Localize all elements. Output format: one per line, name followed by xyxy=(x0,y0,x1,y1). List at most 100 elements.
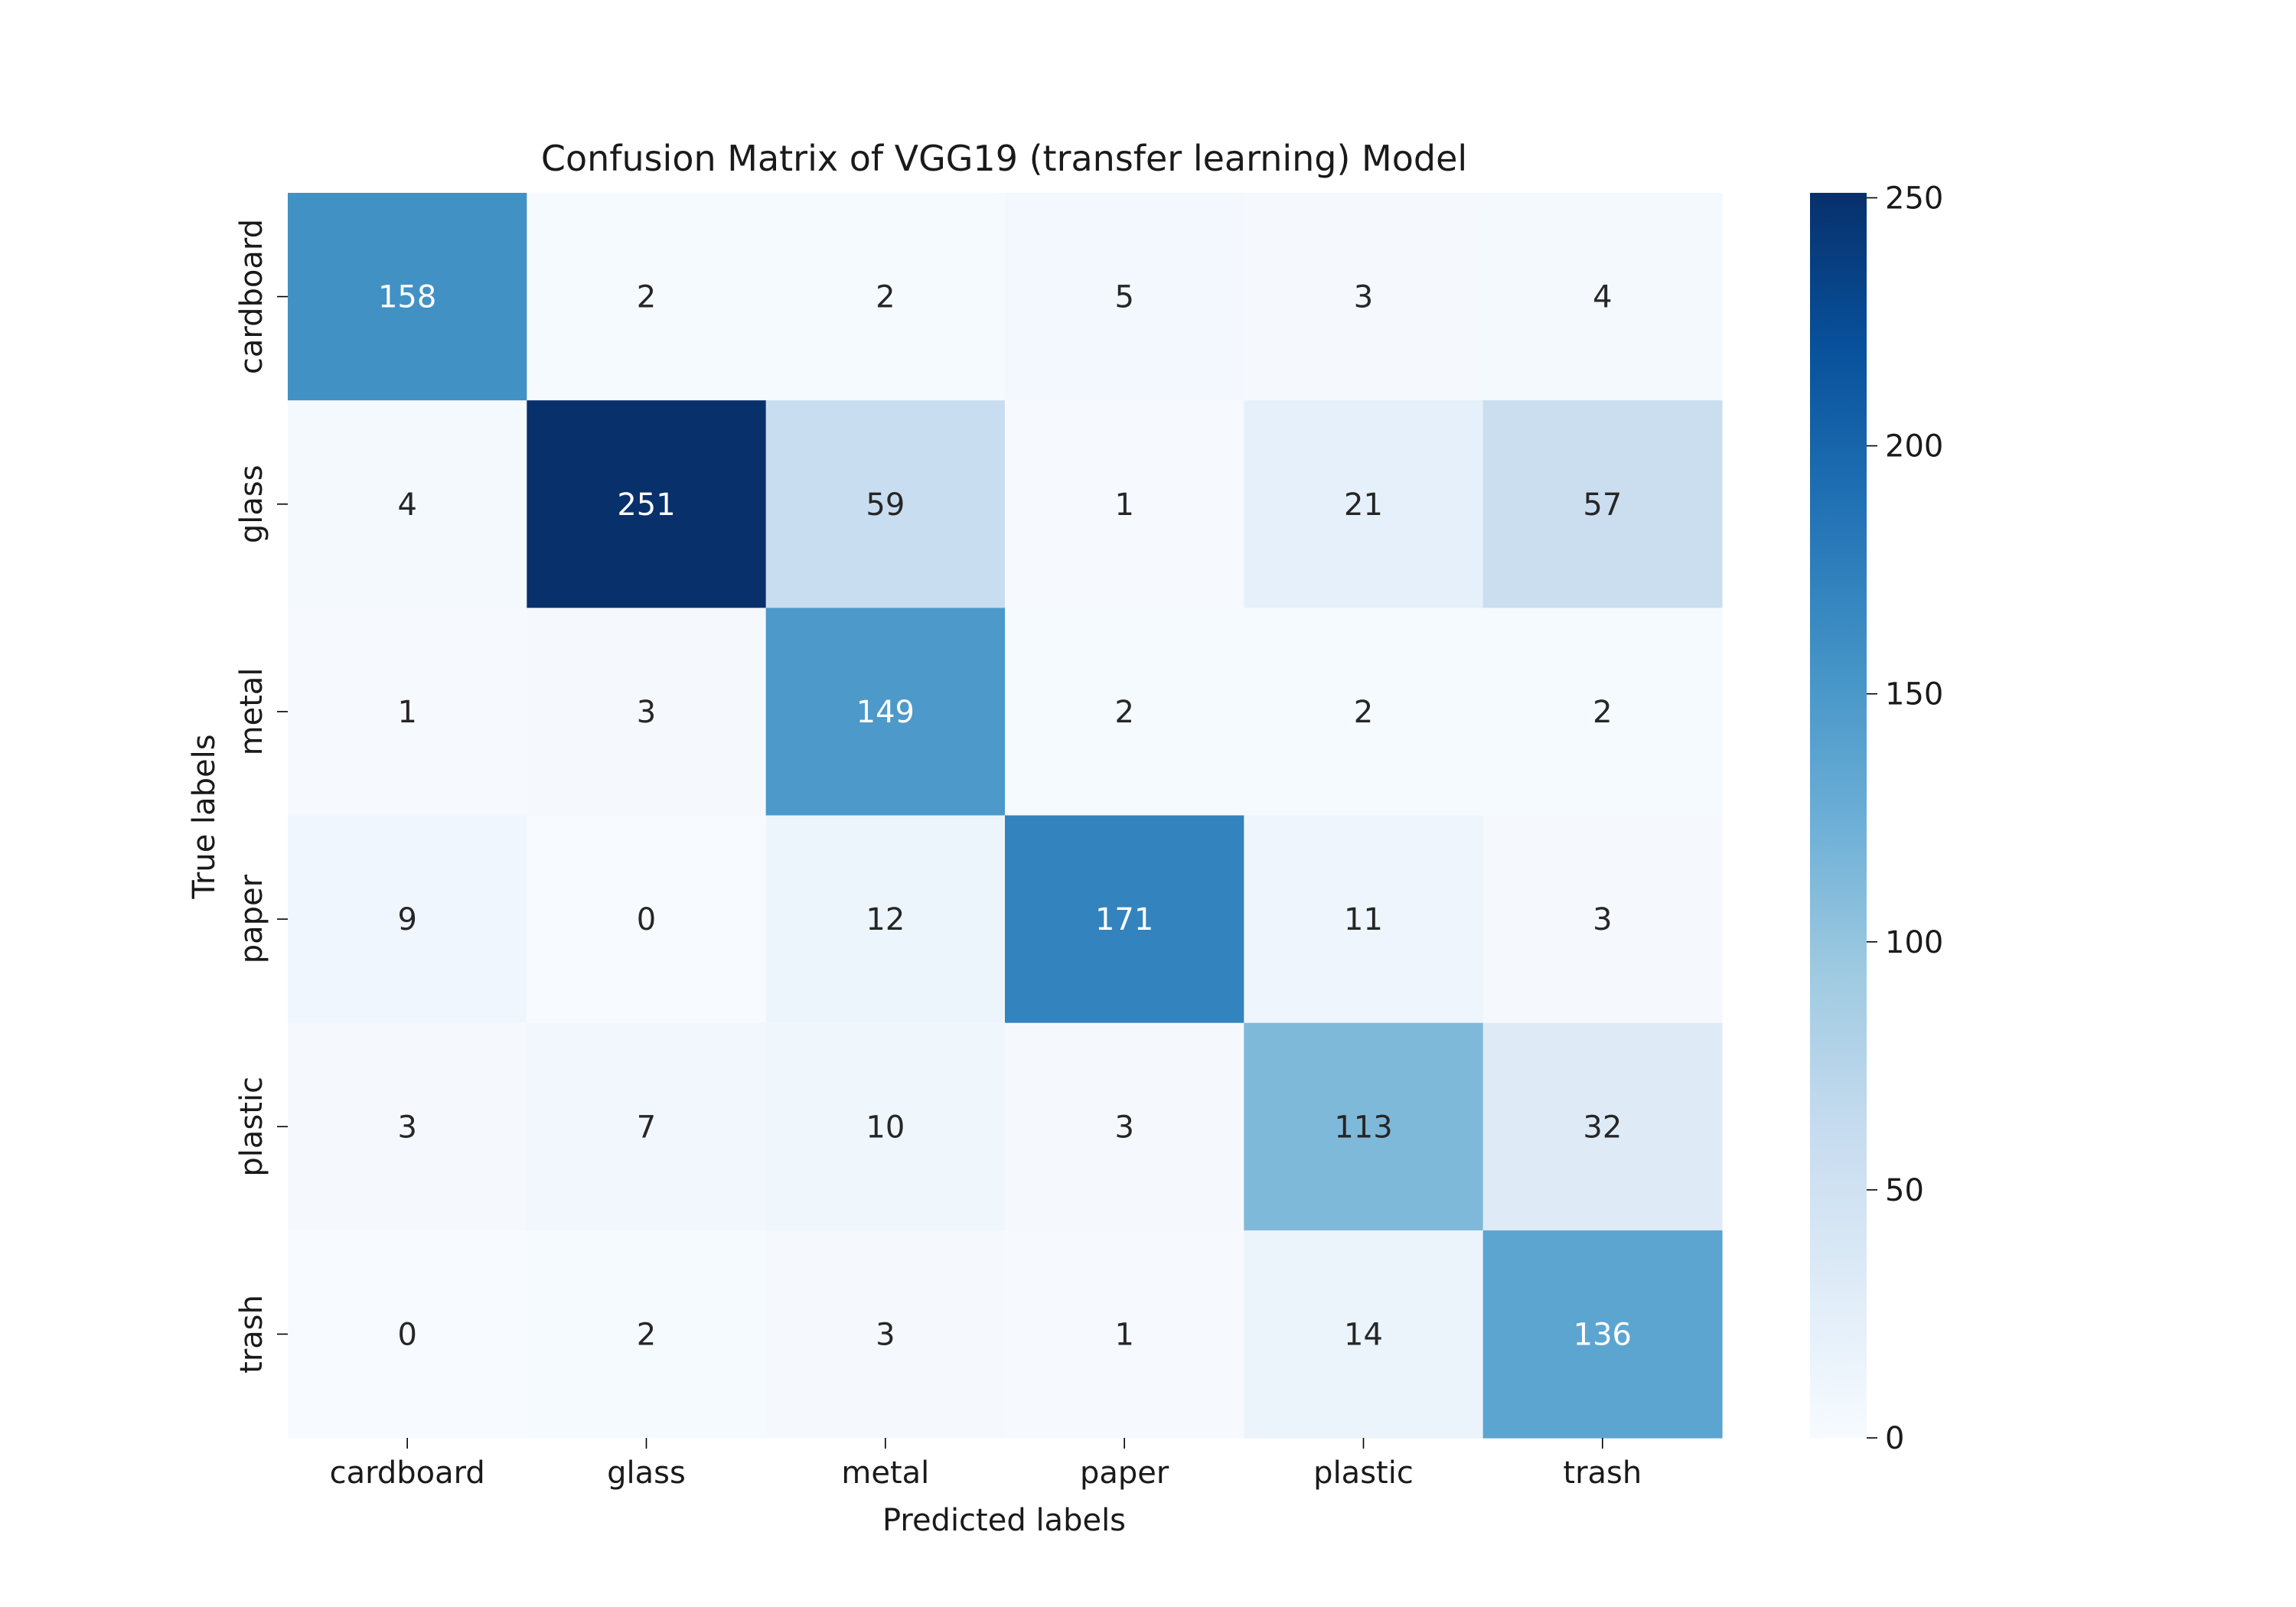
heatmap-cell xyxy=(527,608,767,817)
x-tick-label: paper xyxy=(1080,1455,1169,1491)
heatmap-cell xyxy=(1482,1230,1723,1439)
heatmap-cell xyxy=(527,1022,767,1231)
cell-value-label: 3 xyxy=(1354,280,1373,315)
y-axis-label: True labels xyxy=(187,734,222,899)
y-tick-label: glass xyxy=(234,464,269,543)
cell-value-label: 32 xyxy=(1583,1110,1622,1145)
cell-value-label: 21 xyxy=(1344,487,1383,523)
cell-value-label: 2 xyxy=(1354,695,1373,730)
colorbar-tick-label: 50 xyxy=(1885,1173,1924,1208)
cell-value-label: 4 xyxy=(397,487,416,523)
cell-value-label: 4 xyxy=(1593,280,1612,315)
x-tick-label: trash xyxy=(1563,1455,1642,1491)
colorbar: 0 50 100 150 200 250 xyxy=(1810,181,1943,1456)
y-tick-label: cardboard xyxy=(234,219,269,374)
heatmap-cell xyxy=(1244,815,1484,1024)
heatmap-cell xyxy=(1482,400,1723,608)
colorbar-gradient xyxy=(1810,193,1867,1438)
heatmap-cell xyxy=(288,815,527,1024)
cell-value-label: 5 xyxy=(1114,280,1133,315)
cell-value-label: 1 xyxy=(397,695,416,730)
colorbar-tick-label: 150 xyxy=(1885,677,1943,712)
x-tick-label: metal xyxy=(841,1455,929,1491)
heatmap-cell xyxy=(1244,400,1484,608)
chart-title: Confusion Matrix of VGG19 (transfer lear… xyxy=(541,138,1467,179)
cell-value-label: 2 xyxy=(637,280,656,315)
heatmap-cell xyxy=(1005,608,1244,817)
heatmap-cell xyxy=(1005,400,1244,608)
heatmap-cell xyxy=(1244,608,1484,817)
heatmap-cells xyxy=(288,193,1723,1439)
cell-value-label: 2 xyxy=(637,1317,656,1352)
cell-value-label: 14 xyxy=(1344,1317,1383,1352)
cell-value-label: 251 xyxy=(617,487,675,523)
heatmap-cell xyxy=(765,1230,1006,1439)
heatmap-cell-labels: 158 2 2 5 3 44 251 59 1 21 571 3 149 2 2 29 0 12 171 11 33 7 1… xyxy=(378,280,1632,1353)
y-tick-label: plastic xyxy=(234,1077,269,1177)
heatmap-cell xyxy=(765,193,1006,401)
y-tick-label: paper xyxy=(234,874,269,963)
cell-value-label: 3 xyxy=(637,695,656,730)
cell-value-label: 11 xyxy=(1344,902,1383,937)
heatmap-cell xyxy=(288,1230,527,1439)
cell-value-label: 2 xyxy=(1114,695,1133,730)
heatmap-cell xyxy=(1244,193,1484,401)
cell-value-label: 149 xyxy=(856,695,915,730)
heatmap-cell xyxy=(527,815,767,1024)
heatmap-cell xyxy=(288,193,527,401)
heatmap-cell xyxy=(527,1230,767,1439)
heatmap-cell xyxy=(288,400,527,608)
heatmap-cell xyxy=(1005,1230,1244,1439)
cell-value-label: 0 xyxy=(397,1317,416,1352)
cell-value-label: 1 xyxy=(1114,487,1133,523)
cell-value-label: 1 xyxy=(1114,1317,1133,1352)
x-axis: cardboard glass metal paper plastic trash xyxy=(330,1438,1642,1491)
cell-value-label: 2 xyxy=(1593,695,1612,730)
cell-value-label: 59 xyxy=(866,487,905,523)
cell-value-label: 171 xyxy=(1095,902,1153,937)
cell-value-label: 7 xyxy=(637,1110,656,1145)
heatmap-cell xyxy=(765,1022,1006,1231)
cell-value-label: 0 xyxy=(637,902,656,937)
heatmap-cell xyxy=(527,193,767,401)
heatmap-cell xyxy=(1482,608,1723,817)
heatmap-cell xyxy=(1244,1230,1484,1439)
cell-value-label: 9 xyxy=(397,902,416,937)
x-tick-label: plastic xyxy=(1313,1455,1414,1491)
heatmap-cell xyxy=(1005,815,1244,1024)
heatmap-cell xyxy=(765,400,1006,608)
heatmap-cell xyxy=(288,608,527,817)
heatmap-cell xyxy=(1482,193,1723,401)
heatmap-cell xyxy=(527,400,767,608)
cell-value-label: 12 xyxy=(866,902,905,937)
heatmap-cell xyxy=(1005,1022,1244,1231)
cell-value-label: 158 xyxy=(378,280,436,315)
heatmap-cell xyxy=(1482,1022,1723,1231)
cell-value-label: 3 xyxy=(876,1317,895,1352)
x-axis-label: Predicted labels xyxy=(882,1503,1126,1538)
x-tick-label: cardboard xyxy=(330,1455,485,1491)
colorbar-tick-label: 200 xyxy=(1885,429,1943,464)
colorbar-tick-label: 0 xyxy=(1885,1421,1904,1456)
cell-value-label: 3 xyxy=(397,1110,416,1145)
y-axis: cardboard glass metal paper plastic trash xyxy=(234,219,288,1374)
cell-value-label: 136 xyxy=(1574,1317,1632,1352)
heatmap-cell xyxy=(765,608,1006,817)
cell-value-label: 57 xyxy=(1583,487,1622,523)
y-tick-label: metal xyxy=(234,667,269,755)
cell-value-label: 3 xyxy=(1114,1110,1133,1145)
heatmap-cell xyxy=(1244,1022,1484,1231)
cell-value-label: 113 xyxy=(1334,1110,1392,1145)
cell-value-label: 2 xyxy=(876,280,895,315)
cell-value-label: 3 xyxy=(1593,902,1612,937)
y-tick-label: trash xyxy=(234,1295,269,1374)
heatmap-cell xyxy=(288,1022,527,1231)
x-tick-label: glass xyxy=(607,1455,686,1491)
colorbar-tick-label: 250 xyxy=(1885,181,1943,216)
colorbar-ticks: 0 50 100 150 200 250 xyxy=(1867,181,1943,1456)
heatmap-cell xyxy=(1005,193,1244,401)
colorbar-tick-label: 100 xyxy=(1885,925,1943,960)
heatmap-cell xyxy=(1482,815,1723,1024)
heatmap-cell xyxy=(765,815,1006,1024)
